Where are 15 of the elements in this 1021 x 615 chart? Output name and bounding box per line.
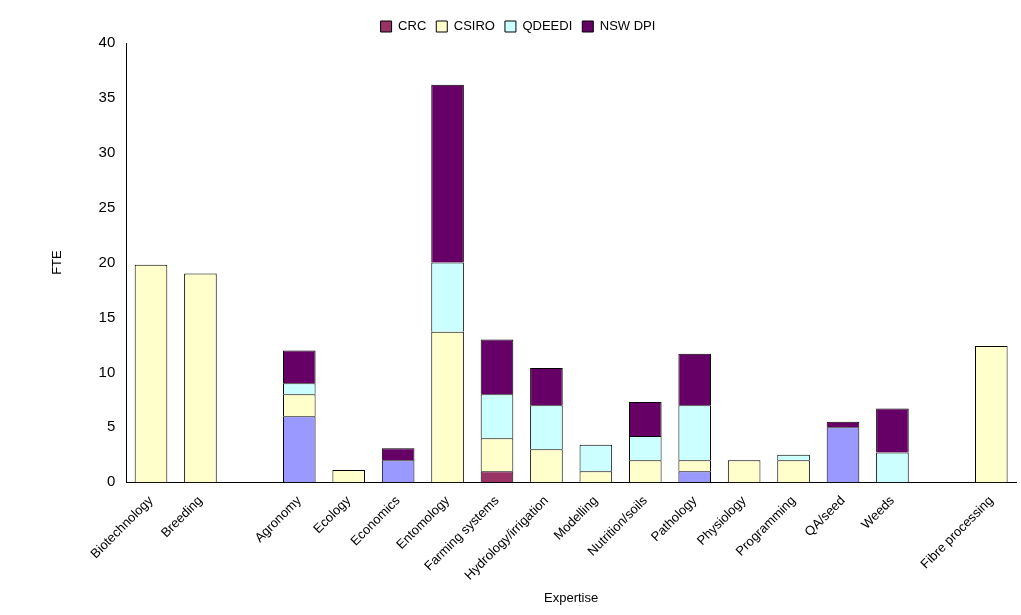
y-tick-label: 20	[98, 252, 116, 270]
y-tick-label: 15	[98, 307, 116, 325]
x-axis-title: Expertise	[544, 589, 599, 605]
legend-label: CRC	[398, 18, 427, 34]
y-tick-label: 10	[98, 362, 116, 380]
y-tick-label: 5	[106, 417, 116, 435]
y-tick-label: 25	[98, 197, 116, 215]
y-axis-title: FTE	[49, 249, 65, 275]
y-tick-label: 30	[98, 142, 116, 160]
legend-label: CSIRO	[453, 18, 495, 34]
legend-label: QDEEDI	[522, 18, 573, 34]
y-tick-label: 0	[106, 472, 116, 490]
y-tick-label: 40	[98, 33, 116, 51]
y-tick-label: 35	[98, 88, 116, 106]
legend-label: NSW DPI	[599, 18, 656, 34]
